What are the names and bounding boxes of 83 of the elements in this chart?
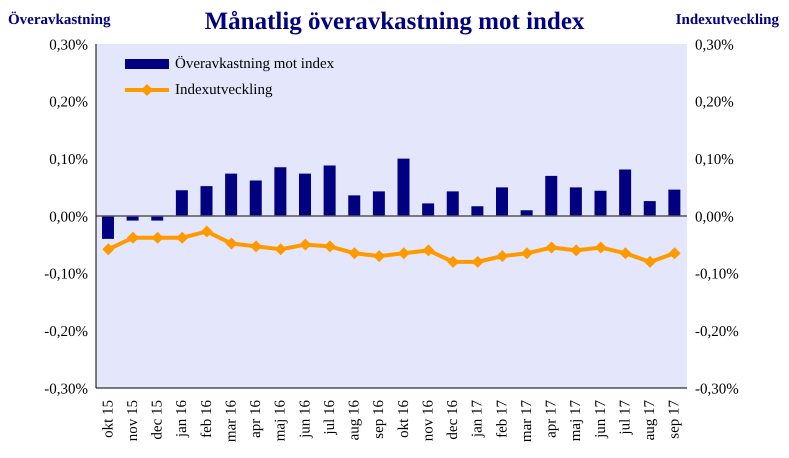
bar: [372, 191, 385, 216]
x-tick-label: nov 16: [420, 400, 436, 442]
bar: [398, 158, 410, 216]
point: [225, 238, 238, 250]
bar: [545, 176, 558, 216]
point: [668, 247, 681, 260]
x-tick-label: apr 17: [544, 400, 560, 438]
bar: [348, 195, 360, 216]
bar: [299, 174, 311, 216]
y2-axis-title: Indexutveckling: [676, 12, 779, 29]
x-tick-label: aug 17: [642, 400, 658, 440]
x-tick-label: feb 16: [198, 400, 215, 438]
bar: [644, 201, 656, 216]
x-tick-label: sep 16: [371, 400, 388, 439]
x-tick-label: jan 16: [174, 400, 190, 438]
bar: [176, 190, 188, 216]
x-tick-label: jun 17: [592, 400, 609, 439]
point: [644, 256, 656, 268]
bar: [471, 206, 484, 216]
x-tick-label: sep 17: [666, 400, 683, 439]
y2-tick-label: 0,00%: [695, 209, 734, 226]
x-tick-label: okt 15: [100, 400, 116, 438]
point: [348, 247, 361, 260]
point: [546, 242, 558, 254]
bar: [496, 187, 508, 216]
x-tick-label: maj 16: [272, 400, 289, 442]
point: [126, 232, 139, 244]
point: [594, 242, 607, 254]
point: [250, 240, 262, 252]
chart-title: Månatlig överavkastning mot index: [204, 8, 584, 35]
legend-label: Överavkastning mot index: [175, 55, 335, 72]
point: [299, 238, 312, 251]
x-tick-label: nov 15: [124, 400, 141, 442]
y-tick-label: 0,10%: [49, 152, 88, 168]
y-tick-label: -0,30%: [44, 381, 88, 398]
point: [200, 225, 213, 238]
bar: [446, 191, 459, 216]
point: [398, 247, 410, 260]
y2-tick-label: 0,10%: [695, 152, 734, 168]
x-tick-label: dec 16: [445, 400, 462, 440]
y-tick-label: 0,30%: [49, 37, 88, 54]
point: [373, 250, 386, 262]
bar: [102, 216, 114, 239]
x-tick-label: jan 17: [470, 400, 486, 438]
point: [619, 247, 632, 260]
y-tick-label: -0,20%: [44, 324, 88, 340]
point: [570, 244, 582, 256]
x-tick-label: jul 16: [322, 400, 338, 436]
y-axis-title: Överavkastning: [8, 12, 111, 29]
bar: [668, 190, 680, 216]
x-tick-label: jun 16: [297, 400, 314, 439]
x-tick-label: dec 15: [150, 400, 166, 440]
x-tick-label: aug 16: [346, 400, 363, 440]
legend-label: Indexutveckling: [175, 82, 273, 98]
bar: [570, 187, 582, 216]
bar: [422, 203, 434, 216]
x-tick-label: mar 17: [518, 400, 535, 442]
y-tick-label: -0,10%: [44, 266, 88, 283]
point: [496, 250, 508, 262]
x-tick-label: maj 17: [568, 400, 584, 442]
point: [102, 243, 114, 256]
x-tick-label: jul 17: [617, 400, 634, 436]
x-tick-label: okt 16: [396, 400, 412, 438]
bar: [324, 166, 336, 216]
x-tick-label: feb 17: [494, 400, 510, 438]
bar: [619, 170, 632, 216]
point: [274, 243, 287, 256]
bar: [594, 190, 606, 216]
y2-tick-label: 0,20%: [695, 94, 734, 111]
y2-tick-label: -0,20%: [695, 324, 739, 340]
y2-tick-label: 0,30%: [695, 37, 734, 54]
bar: [225, 174, 238, 216]
y2-tick-label: -0,10%: [695, 266, 739, 283]
bar: [250, 180, 262, 216]
x-tick-label: apr 16: [248, 400, 264, 438]
y-tick-label: 0,00%: [49, 209, 88, 226]
point: [422, 244, 434, 256]
y-tick-label: 0,20%: [49, 94, 88, 111]
bar: [200, 186, 212, 216]
bar: [274, 167, 286, 216]
y2-tick-label: -0,30%: [695, 381, 739, 398]
point: [520, 247, 533, 260]
x-tick-label: mar 16: [223, 400, 240, 442]
